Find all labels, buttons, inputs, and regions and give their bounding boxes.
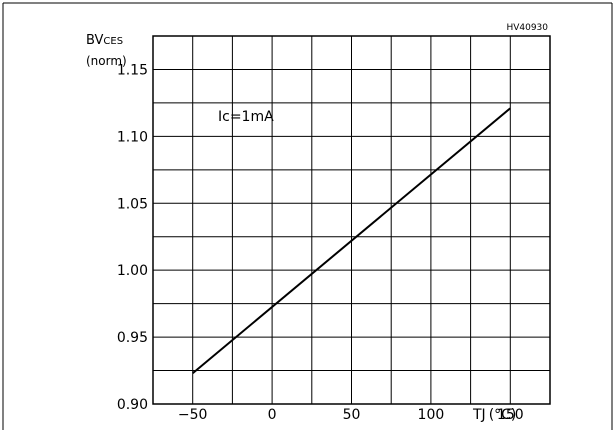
y-tick-label: 1.15 bbox=[117, 62, 148, 78]
annotation-ic: Ic=1mA bbox=[218, 109, 274, 125]
y-tick-label: 0.95 bbox=[117, 330, 148, 346]
y-tick-label: 0.90 bbox=[117, 397, 148, 413]
y-tick-label: 1.05 bbox=[117, 196, 148, 212]
x-tick-label: 100 bbox=[418, 407, 445, 423]
plot-border bbox=[152, 35, 551, 405]
y-axis-unit: (norm) bbox=[86, 54, 127, 68]
x-tick-label: 150 bbox=[497, 407, 524, 423]
series bbox=[192, 107, 511, 374]
x-tick-label: 50 bbox=[343, 407, 361, 423]
x-axis-unit: (°C) bbox=[489, 407, 517, 423]
y-tick-label: 1.00 bbox=[117, 263, 148, 279]
series-line bbox=[192, 107, 511, 374]
y-axis-label-sub: CES bbox=[103, 36, 123, 47]
x-axis-label-main: TJ bbox=[472, 407, 486, 423]
y-tick-label: 1.10 bbox=[117, 129, 148, 145]
y-axis-label-main: BV bbox=[86, 33, 104, 48]
figure-code: HV40930 bbox=[506, 23, 548, 33]
x-tick-label: −50 bbox=[178, 407, 208, 423]
y-axis-label: BVCES bbox=[86, 33, 123, 48]
grid bbox=[153, 36, 550, 404]
x-axis-label: TJ (°C) bbox=[472, 407, 516, 423]
x-tick-label: 0 bbox=[268, 407, 277, 423]
tick-labels: −50 0 50 100 150 0.90 0.95 1.00 1.05 1.10 1.15 bbox=[117, 62, 524, 423]
